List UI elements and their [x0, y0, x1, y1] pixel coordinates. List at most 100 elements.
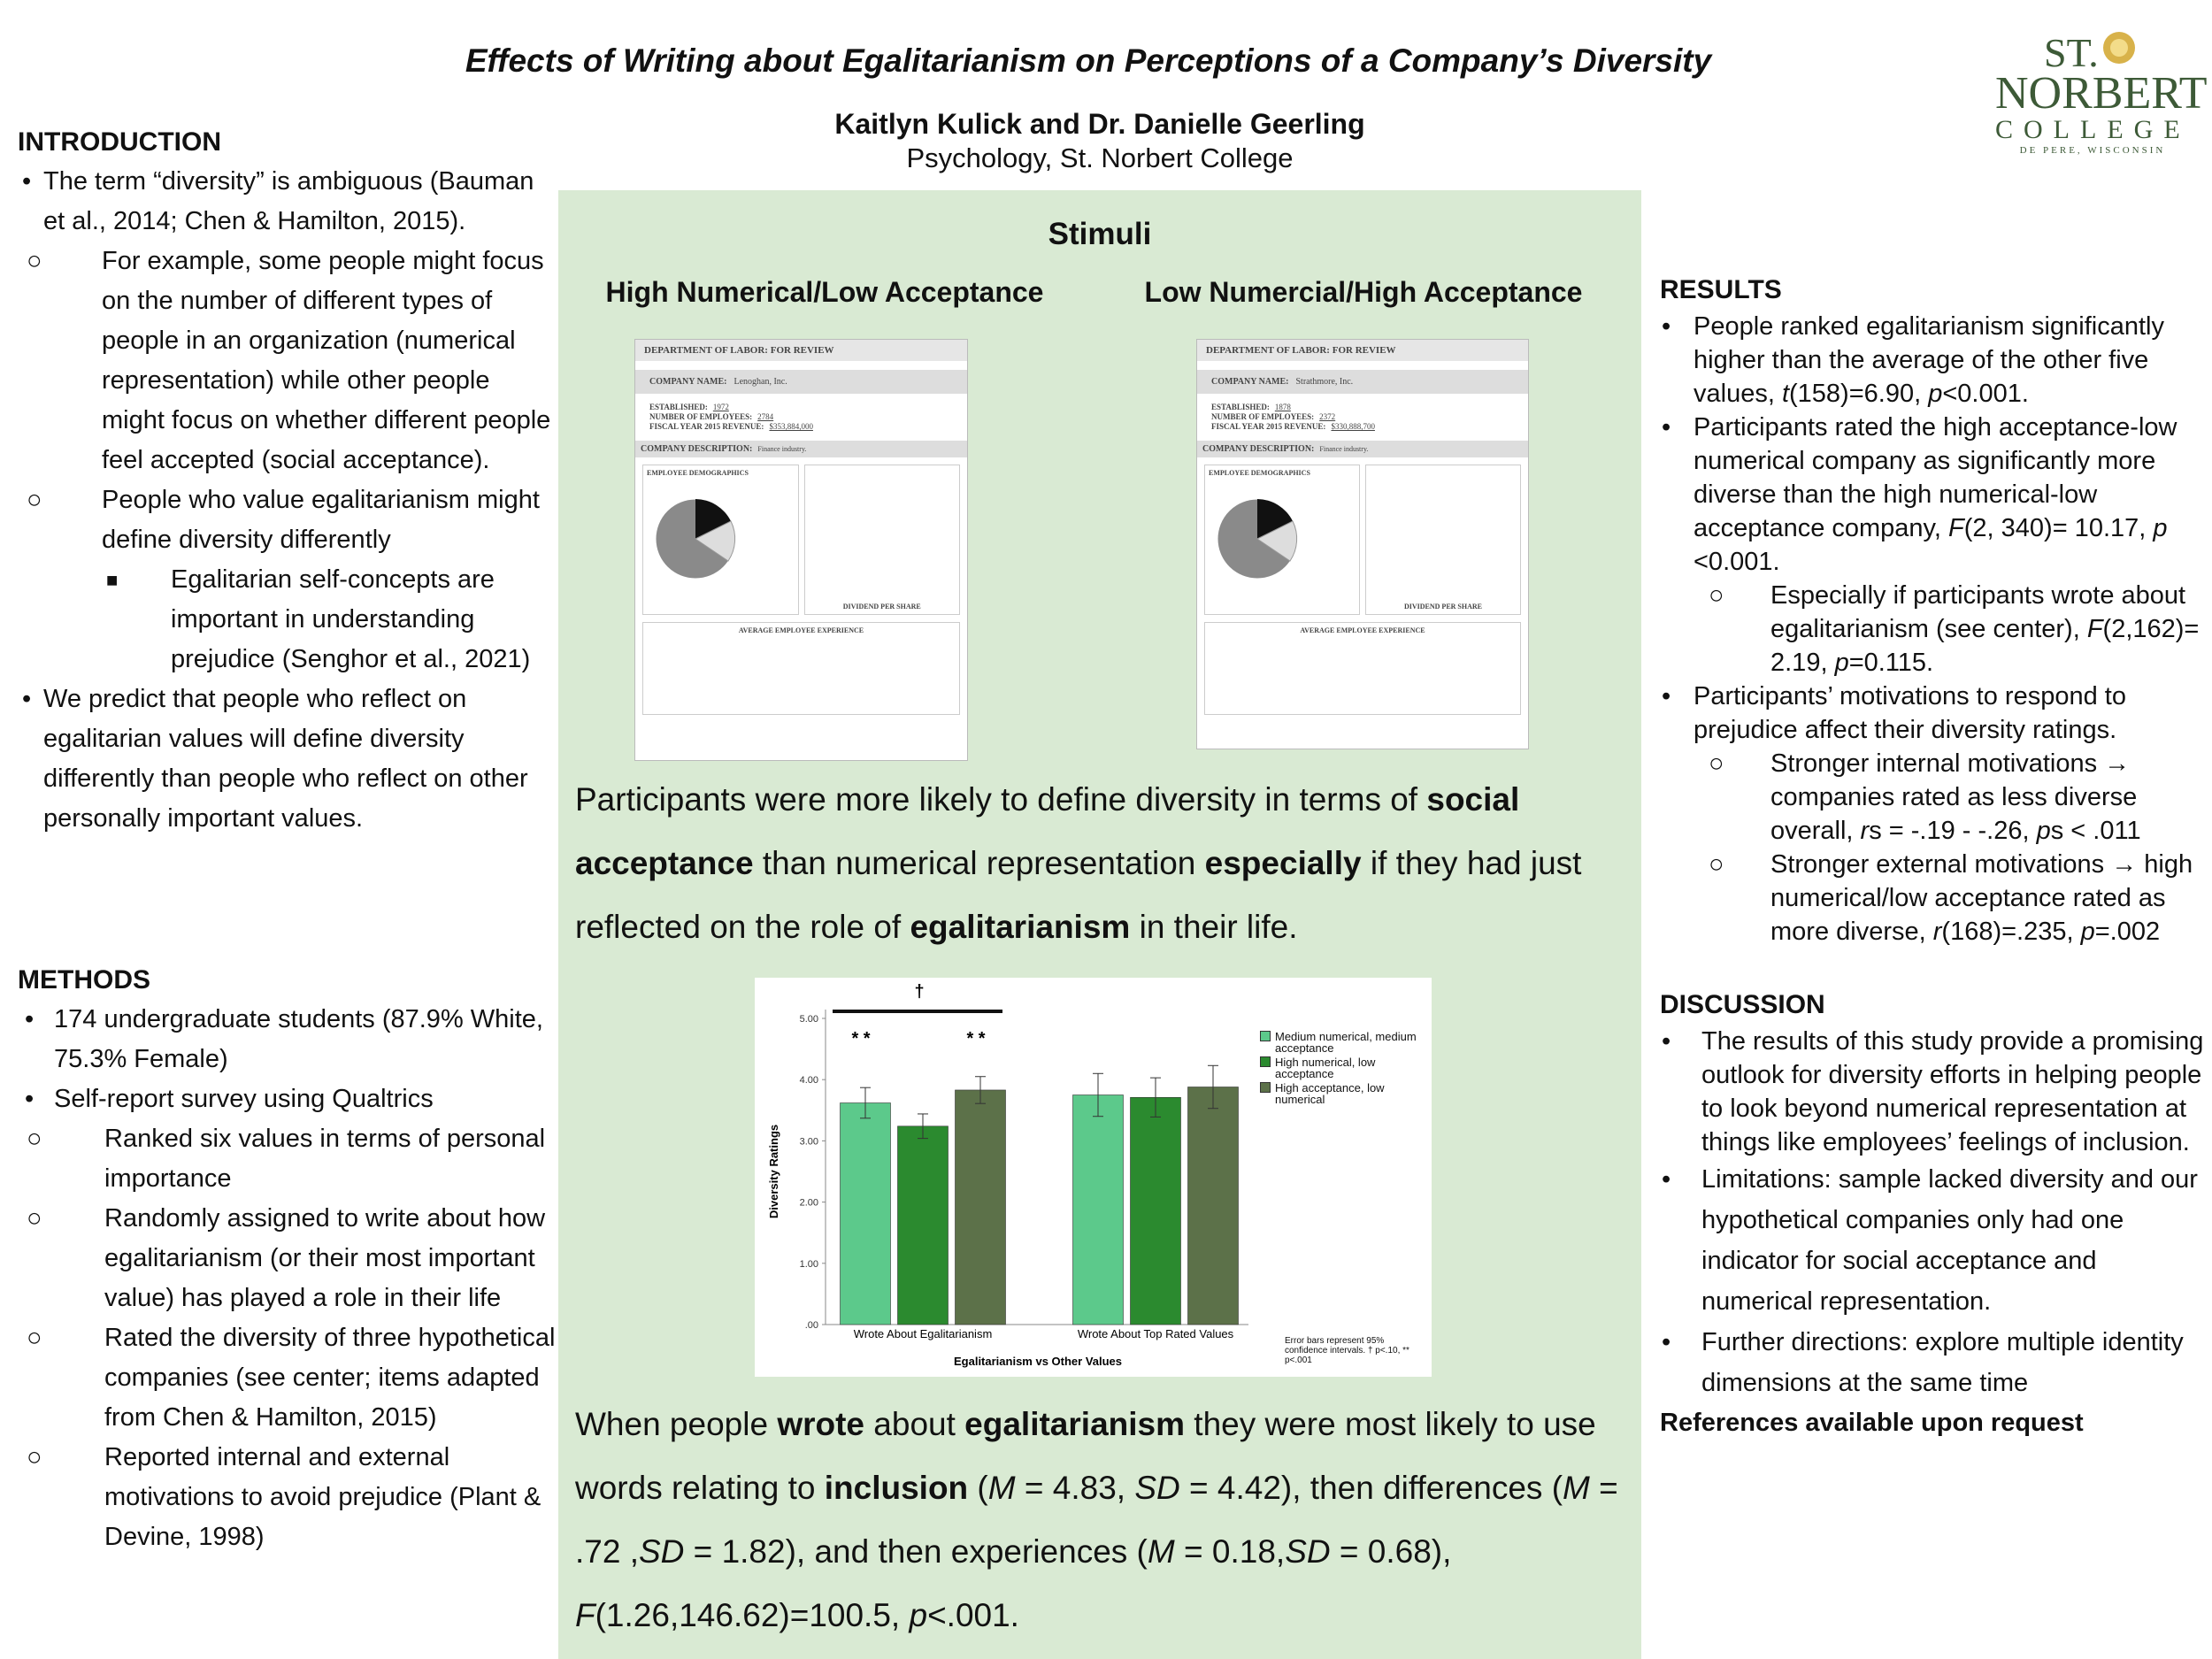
y-tick-label: 1.00	[800, 1259, 818, 1270]
value: Finance industry.	[1319, 445, 1369, 453]
text-segment: in their life.	[1130, 909, 1298, 945]
emphasis: p	[2153, 514, 2168, 542]
finding: Participants were more likely to define …	[575, 768, 1619, 959]
text-segment: (168)=.235,	[1941, 918, 2081, 946]
y-axis-label: Diversity Ratings	[767, 1125, 780, 1218]
finding: When people wrote about egalitarianism t…	[575, 1393, 1619, 1647]
legend-entry: High acceptance, low numerical	[1260, 1082, 1419, 1105]
legend-swatch	[1260, 1082, 1271, 1093]
form-title: DEPARTMENT OF LABOR: FOR REVIEW	[1197, 340, 1528, 361]
text-segment: =0.115.	[1848, 649, 1934, 677]
chart-note: Error bars represent 95% confidence inte…	[1285, 1336, 1409, 1365]
introduction: INTRODUCTION The term “diversity” is amb…	[18, 123, 557, 839]
text-segment: = 4.83,	[1015, 1470, 1135, 1506]
x-tick-label: Wrote About Top Rated Values	[1078, 1327, 1234, 1340]
emphasis: M	[1563, 1470, 1590, 1506]
label: ESTABLISHED:	[649, 403, 708, 411]
figures: EMPLOYEE DEMOGRAPHICS DIVIDEND PER SHARE	[1197, 457, 1528, 615]
emphasis: M	[1147, 1533, 1175, 1570]
bullet: Randomly assigned to write about how ega…	[18, 1199, 557, 1318]
crest	[2103, 32, 2135, 64]
description-row: COMPANY DESCRIPTION: Finance industry.	[1197, 441, 1528, 457]
error-bar	[975, 1076, 986, 1104]
dividend: DIVIDEND PER SHARE	[1365, 465, 1521, 615]
text-segment: = .72 ,	[575, 1470, 1618, 1570]
text-segment: =.002	[2094, 918, 2161, 946]
emphasis: especially	[1204, 845, 1362, 881]
label: COMPANY DESCRIPTION:	[641, 444, 753, 454]
bullet: 174 undergraduate students (87.9% White,…	[18, 1000, 557, 1079]
emphasis: p	[2036, 817, 2051, 845]
bullet: The term “diversity” is ambiguous (Bauma…	[18, 162, 557, 242]
detail-row: FISCAL YEAR 2015 REVENUE: $330,888,700	[1211, 422, 1514, 432]
logo-text: NORBERT	[1995, 68, 2208, 119]
y-tick-label: 5.00	[800, 1014, 818, 1025]
emphasis: F	[1948, 514, 1964, 542]
authors: Kaitlyn Kulick and Dr. Danielle Geerling	[834, 108, 1365, 140]
text-segment: if they had just reflected on the role o…	[575, 845, 1582, 945]
bar	[1130, 1096, 1181, 1325]
box-title: EMPLOYEE DEMOGRAPHICS	[1209, 469, 1310, 477]
value: $330,888,700	[1331, 422, 1375, 431]
bullet: People ranked egalitarianism significant…	[1660, 310, 2208, 411]
bullet: Stronger external motivations → high num…	[1660, 848, 2208, 949]
results: RESULTS People ranked egalitarianism sig…	[1660, 271, 2208, 949]
annotation: †	[914, 982, 924, 1002]
text-segment: = 1.82), and then experiences (	[684, 1533, 1148, 1570]
affiliation: Psychology, St. Norbert College	[906, 142, 1294, 173]
legend-label: High numerical, low acceptance	[1275, 1056, 1376, 1080]
error-bar	[1208, 1064, 1218, 1110]
annotation: * *	[851, 1029, 870, 1048]
text-segment: Stronger external motivations → high num…	[1770, 850, 2193, 946]
bullet: Participants’ motivations to respond to …	[1660, 680, 2208, 747]
box-title: AVERAGE EMPLOYEE EXPERIENCE	[738, 626, 864, 634]
experience: AVERAGE EMPLOYEE EXPERIENCE	[642, 622, 960, 715]
pie-shape	[695, 499, 731, 539]
text-segment: about	[864, 1406, 965, 1442]
value: Finance industry.	[757, 445, 807, 453]
value: 2784	[757, 412, 774, 421]
emphasis: r	[1860, 817, 1870, 845]
bullet: The results of this study provide a prom…	[1660, 1025, 2208, 1159]
x-tick-label: Wrote About Egalitarianism	[854, 1327, 993, 1340]
pie-shape	[1257, 499, 1293, 539]
legend-swatch	[1260, 1056, 1271, 1067]
bar	[1072, 1094, 1124, 1325]
details: ESTABLISHED: 1972 NUMBER OF EMPLOYEES: 2784…	[635, 394, 967, 441]
detail-row: NUMBER OF EMPLOYEES: 2372	[1211, 412, 1514, 422]
heading: RESULTS	[1660, 275, 1782, 304]
stimulus-heading: High Numerical/Low Acceptance	[605, 276, 1044, 308]
emphasis: M	[987, 1470, 1016, 1506]
chart-svg: .00 1.00 2.00 3.00 4.00 5.00 Diversity Ratings…	[767, 982, 1248, 1368]
chart: .00 1.00 2.00 3.00 4.00 5.00 Diversity Ratings…	[755, 978, 1432, 1377]
value: 2372	[1319, 412, 1336, 421]
error-bar	[1093, 1072, 1103, 1118]
emphasis: SD	[639, 1533, 685, 1570]
error-bar	[1150, 1077, 1161, 1118]
legend-label: Medium numerical, medium acceptance	[1275, 1030, 1417, 1055]
legend: Medium numerical, medium acceptance High …	[1260, 1031, 1419, 1108]
label: COMPANY DESCRIPTION:	[1202, 444, 1315, 454]
emphasis: inclusion	[824, 1470, 969, 1506]
text-segment: Participants were more likely to define …	[575, 781, 1427, 818]
logo-text: ST.	[2044, 30, 2099, 75]
bullet: Further directions: explore multiple ide…	[1660, 1322, 2208, 1403]
bullet: Ranked six values in terms of personal i…	[18, 1119, 557, 1199]
error-bar	[860, 1087, 871, 1119]
box-title: DIVIDEND PER SHARE	[842, 603, 921, 611]
demographics: EMPLOYEE DEMOGRAPHICS	[1204, 465, 1360, 615]
text-segment: s = -.19 - -.26,	[1869, 817, 2037, 845]
bullet: Self-report survey using Qualtrics	[18, 1079, 557, 1119]
pie-graphic	[1217, 498, 1298, 580]
annotation: * *	[966, 1029, 985, 1048]
bullet: Reported internal and external motivatio…	[18, 1438, 557, 1557]
emphasis: egalitarianism	[964, 1406, 1186, 1442]
form-title: DEPARTMENT OF LABOR: FOR REVIEW	[635, 340, 967, 361]
emphasis: egalitarianism	[910, 909, 1131, 945]
emphasis: p	[909, 1597, 928, 1633]
legend-entry: High numerical, low acceptance	[1260, 1056, 1419, 1079]
y-tick-label: 4.00	[800, 1075, 818, 1086]
emphasis: p	[1834, 649, 1849, 677]
pie-shape	[1256, 520, 1298, 562]
